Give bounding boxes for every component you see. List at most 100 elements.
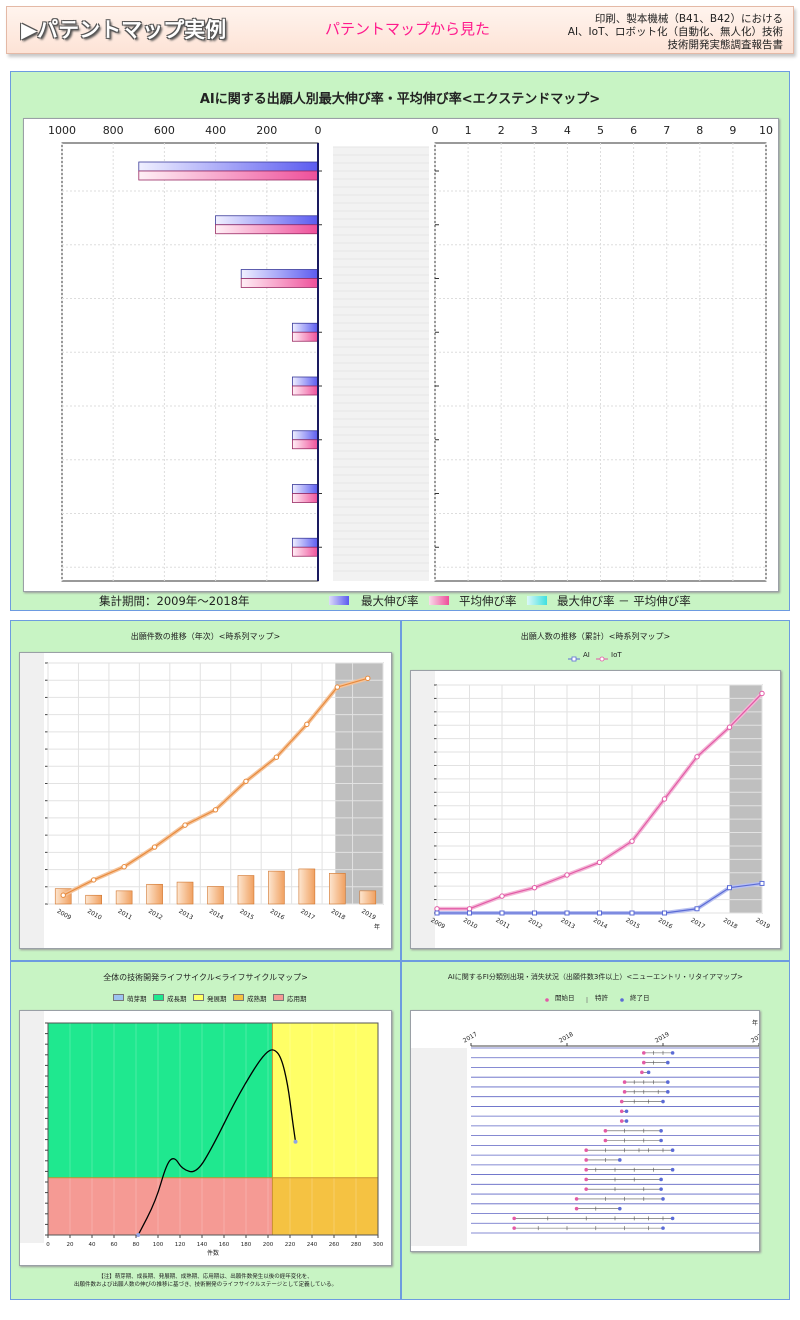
extend-right-tick-label: 1 [465,124,472,137]
cumulative-point [90,877,97,883]
ai-point [694,906,700,912]
annual-x-tick-label: 2019 [360,908,377,922]
legend-label-mature: 成熟期 [247,995,267,1003]
entry-retire-plot-area: 2017 2018 2019 2020 年 [410,1010,767,1252]
header-desc-line: 技術開発実態調査報告書 [667,39,784,51]
start-date-marker [619,1099,624,1104]
ai-point [662,910,667,916]
lifecycle-x-axis-label: 件数 [207,1249,219,1257]
extend-map-plot-area: 1000 800 600 400 200 0 0 1 2 3 4 5 6 7 8 9 10 [23,118,779,592]
start-date-marker [574,1197,579,1201]
end-date-marker [624,1109,629,1114]
legend-label-ai: AI [583,651,590,659]
applicants-x-tick-label: 2019 [754,917,771,931]
start-date-marker [622,1090,627,1094]
lifecycle-x-tick-label: 120 [175,1242,186,1248]
lifecycle-axis-strip [20,1011,44,1243]
extend-right-tick-label: 5 [597,124,604,137]
annual-count-bar [85,894,102,905]
ai-point [532,910,537,916]
legend-label-avg: 平均伸び率 [459,594,517,608]
end-date-marker [659,1138,663,1143]
applicants-x-tick-label: 2018 [722,917,739,931]
lifecycle-note-line: 【注】萌芽期、成長期、発展期、成熟期、応用期は、出願件数発生以後の経年変化を、 [98,1274,313,1280]
end-date-marker [670,1216,675,1221]
growth-phase-area [48,1023,273,1178]
avg-rate-bar [291,385,319,396]
extend-left-tick-label: 400 [205,124,226,137]
entry-retire-panel: AIに関するFI分類別出現・消失状況（出願件数3件以上）<ニューエントリ・リタイ… [401,961,790,1300]
legend-label-patent: 特許 [595,994,608,1002]
start-date-marker [640,1070,644,1075]
max-rate-bar [291,376,319,387]
avg-rate-bar [291,546,319,557]
max-rate-bar [215,215,319,226]
applicants-legend-icons [568,656,608,662]
end-date-marker [661,1099,665,1104]
iot-point [694,754,700,760]
lifecycle-x-tick-label: 280 [351,1242,362,1248]
entry-retire-legend-icons [545,997,624,1003]
extend-right-tick-label: 0 [432,124,439,137]
annual-count-bar [237,875,255,905]
applicants-panel: 出願人数の推移（累計）<時系列マップ> AI IoT 2009 2010 2011 2… [401,620,790,961]
start-date-marker [619,1109,624,1114]
cumulative-point [182,822,188,828]
annual-count-bar [115,890,133,905]
applicants-x-tick-label: 2012 [527,917,544,931]
extend-left-frame [61,142,319,582]
lifecycle-start-point [136,1233,141,1237]
entry-x-tick-label: 2017 [462,1031,479,1045]
applicants-title: 出願人数の推移（累計）<時系列マップ> [520,632,671,641]
end-date-marker [624,1119,629,1123]
ai-point [629,910,635,916]
max-rate-bar [291,322,319,333]
max-rate-bar [291,484,319,494]
entry-x-tick-label: 2020 [750,1031,759,1045]
iot-point [564,872,570,878]
legend-label-growth: 成長期 [167,995,187,1003]
avg-rate-bar [215,224,319,235]
ai-point [564,910,570,916]
legend-swatch-application [273,994,284,1001]
start-date-marker [584,1148,588,1153]
ai-point [434,910,440,916]
header-description: 印刷、製本機械（B41、B42）における AI、IoT、ロボット化（自動化、無人… [568,13,783,52]
end-date-marker [666,1090,670,1094]
applicants-x-tick-label: 2016 [657,917,674,931]
start-date-marker [642,1051,646,1055]
applicants-chart: 2009 2010 2011 2012 2013 2014 2015 2016 2017 2018… [411,671,771,948]
applicants-axis-strip [411,671,435,948]
end-date-marker [659,1177,663,1182]
entry-retire-legend: 開始日 特許 終了日 [542,991,682,1003]
cumulative-point [121,864,127,870]
annual-count-bar [298,868,316,905]
legend-label-iot: IoT [611,651,622,659]
applicants-x-tick-label: 2013 [559,917,576,931]
legend-swatch-mature [233,994,244,1001]
end-date-marker [659,1128,663,1133]
header-desc-line: AI、IoT、ロボット化（自動化、無人化）技術 [567,26,783,38]
max-rate-bar [291,537,319,548]
applicants-x-tick-label: 2010 [462,917,479,931]
development-phase-area [272,1023,378,1178]
lifecycle-x-tick-label: 100 [153,1242,164,1248]
iot-point [531,884,538,891]
end-date-marker [661,1226,665,1230]
end-date-marker [670,1167,675,1172]
start-date-marker [512,1216,516,1221]
start-date-marker [584,1187,588,1191]
annual-applications-chart: 2009 2010 2011 2012 2013 2014 2015 2016 2017 2018… [20,653,384,948]
annual-count-bar [329,873,346,905]
extend-left-tick-label: 0 [315,124,322,137]
iot-point [596,859,603,866]
legend-label-end: 終了日 [630,994,650,1002]
annual-x-tick-label: 2011 [117,908,134,922]
extend-right-tick-label: 2 [498,124,505,137]
legend-label-development: 発展期 [207,995,227,1003]
lifecycle-x-tick-label: 80 [133,1242,140,1248]
legend-swatch-avg [429,596,449,605]
legend-label-max: 最大伸び率 [361,594,419,608]
end-date-marker [666,1080,670,1084]
annual-x-tick-label: 2016 [269,908,286,922]
